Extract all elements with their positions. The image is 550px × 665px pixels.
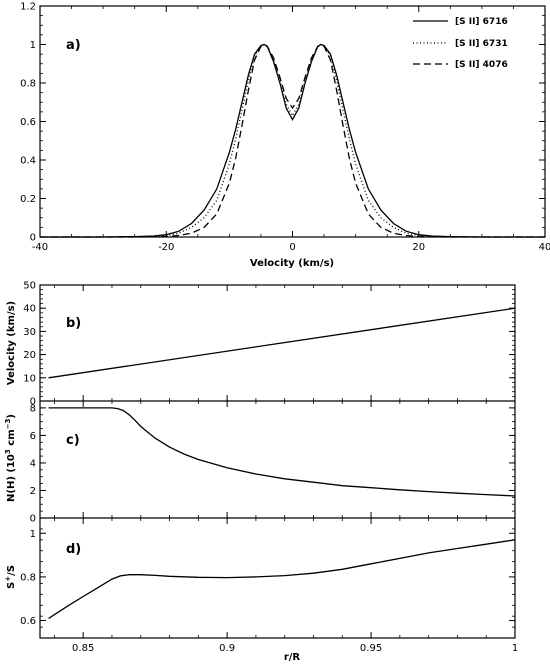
panel-c-y-label-exp2: −3 (4, 419, 12, 430)
panel-b-series-group (48, 307, 516, 379)
panel-d-ticks: 0.6 0.8 1 0.85 0.9 0.95 1 (20, 517, 518, 654)
panel-d-series-group (48, 539, 516, 619)
panel-d: 0.6 0.8 1 0.85 0.9 0.95 1 d) S+/S r/R (4, 517, 518, 663)
legend-entry-6731: [S II] 6731 (455, 39, 508, 49)
panel-c-y-axis-label: N(H) (103 cm−3) (4, 414, 17, 502)
panel-b-label: b) (66, 316, 81, 331)
panel-d-y-label-sup: + (4, 576, 12, 582)
panel-d-y-tick-label: 0.6 (20, 616, 36, 627)
panel-c-series-solid-line (48, 407, 516, 497)
panel-d-x-tick-label: 0.85 (72, 643, 94, 654)
panel-a-series-dotted-line (40, 43, 545, 238)
panel-c-series-group (48, 407, 516, 497)
panel-a-series-group (40, 43, 545, 238)
panel-d-x-tick-label: 0.9 (219, 643, 235, 654)
panel-b-ticks: 0 10 20 30 40 50 (23, 281, 516, 408)
panel-a-y-tick-label: 0 (30, 233, 36, 244)
panel-a-y-tick-label: 1.2 (20, 2, 36, 13)
panel-d-y-axis-label: S+/S (4, 565, 17, 589)
panel-a-x-tick-label: -20 (158, 242, 174, 253)
panel-d-label: d) (66, 542, 81, 557)
panel-a-x-tick-label: 0 (289, 242, 295, 253)
panel-a-y-tick-label: 0.8 (20, 79, 36, 90)
panel-d-y-label-end: /S (6, 565, 17, 576)
panel-b-y-tick-label: 40 (23, 304, 36, 315)
panel-c-y-tick-label: 6 (30, 431, 36, 442)
panel-d-y-tick-label: 1 (30, 529, 36, 540)
panel-b-series-solid-line (48, 307, 516, 379)
panel-d-y-tick-label: 0.8 (20, 572, 36, 583)
panel-c-y-tick-label: 0 (30, 514, 36, 525)
panel-a-y-tick-label: 0.6 (20, 117, 36, 128)
panel-c-y-label-exp1: 3 (4, 449, 12, 454)
panel-d-y-label-main: S (6, 582, 17, 589)
panel-c-y-label-mid: cm (6, 429, 17, 449)
panel-c-label: c) (66, 433, 80, 448)
panel-d-x-tick-label: 1 (512, 643, 518, 654)
panel-c-y-tick-label: 2 (30, 486, 36, 497)
panel-a-y-tick-label: 0.2 (20, 194, 36, 205)
panel-b-y-axis-label: Velocity (km/s) (6, 301, 17, 385)
panel-a-x-tick-label: 20 (412, 242, 425, 253)
panel-b-y-tick-label: 20 (23, 350, 36, 361)
panel-b-y-tick-label: 0 (30, 397, 36, 408)
panel-b-y-tick-label: 10 (23, 373, 36, 384)
legend-entry-6716: [S II] 6716 (455, 17, 508, 27)
panel-a-x-tick-label: 40 (539, 242, 550, 253)
panel-b-y-tick-label: 30 (23, 327, 36, 338)
legend-entry-4076: [S II] 4076 (455, 60, 508, 70)
panel-c-y-label-main: N(H) (10 (6, 454, 17, 502)
panel-c-y-tick-label: 4 (30, 458, 36, 469)
panel-a-y-tick-label: 0.4 (20, 156, 36, 167)
panel-a-x-tick-label: -40 (32, 242, 48, 253)
panel-a-y-tick-label: 1 (30, 40, 36, 51)
panels-bcd-frame (39, 284, 516, 639)
panel-d-x-tick-label: 0.95 (360, 643, 382, 654)
panel-a-series-solid-line (40, 43, 545, 238)
panel-a-series-dashed-line (40, 43, 545, 238)
legend: [S II] 6716 [S II] 6731 [S II] 4076 (413, 17, 508, 70)
panel-c-y-label-end: ) (6, 414, 17, 419)
panel-b: 0 10 20 30 40 50 b) Velocity (km/s) (6, 281, 516, 408)
panel-d-series-solid-line (48, 539, 516, 619)
panel-a-ticks: 0 0.2 0.4 0.6 0.8 1 1.2 -40 -20 0 20 40 (20, 2, 550, 254)
panel-c: 0 2 4 6 8 c) N(H) (103 cm−3) (4, 400, 516, 525)
panel-c-ticks: 0 2 4 6 8 (30, 400, 516, 525)
panel-c-y-tick-label: 8 (30, 403, 36, 414)
panel-a-label: a) (66, 38, 81, 53)
panel-a-x-axis-label: Velocity (km/s) (250, 258, 334, 269)
panel-b-y-tick-label: 50 (23, 281, 36, 292)
panel-d-x-axis-label: r/R (284, 652, 301, 663)
panel-a: 0 0.2 0.4 0.6 0.8 1 1.2 -40 -20 0 20 40 a) Velocity… (20, 2, 550, 270)
